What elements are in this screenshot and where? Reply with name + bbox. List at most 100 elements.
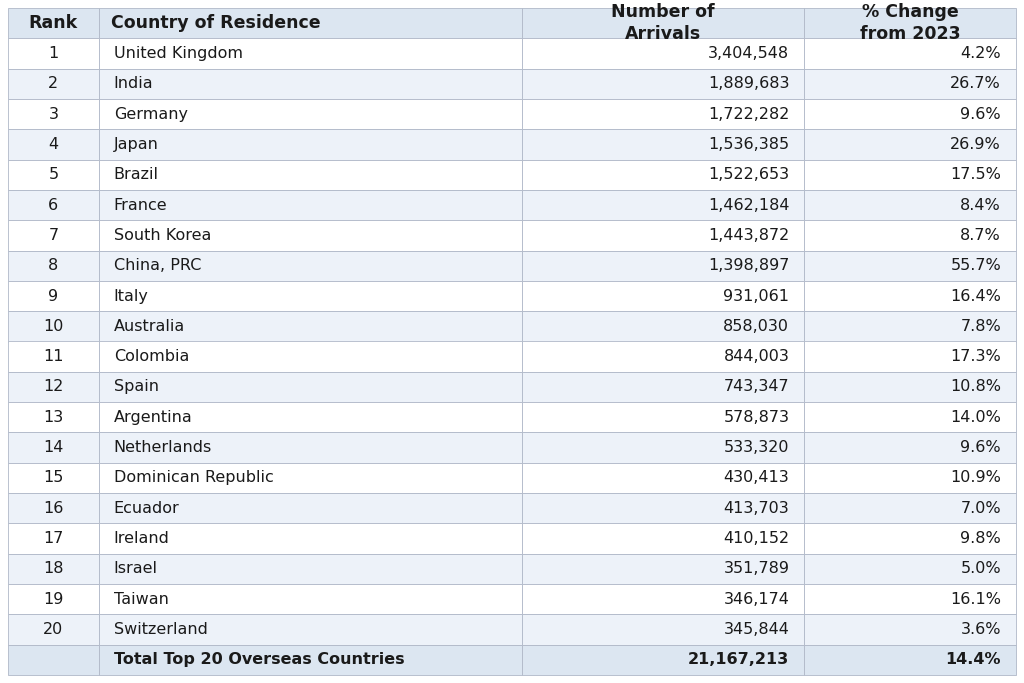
Bar [98,523,522,554]
Text: 1,522,653: 1,522,653 [709,167,790,182]
Bar [98,584,522,615]
Bar [8,554,98,584]
Text: 1,443,872: 1,443,872 [708,228,790,243]
Bar [8,8,98,38]
Text: 5.0%: 5.0% [961,561,1001,576]
Text: 13: 13 [43,410,63,425]
Bar [522,645,804,675]
Bar [8,523,98,554]
Text: 21,167,213: 21,167,213 [688,652,790,667]
Text: 533,320: 533,320 [724,440,790,455]
Text: 19: 19 [43,591,63,607]
Bar [522,99,804,129]
Bar [804,99,1016,129]
Text: 430,413: 430,413 [724,471,790,486]
Text: 7.0%: 7.0% [961,501,1001,516]
Bar [522,160,804,190]
Bar [804,342,1016,372]
Bar [804,493,1016,523]
Bar [804,129,1016,160]
Bar [522,8,804,38]
Text: 16.1%: 16.1% [950,591,1001,607]
Bar [804,615,1016,645]
Bar [98,493,522,523]
Text: 410,152: 410,152 [723,531,790,546]
Bar [522,281,804,311]
Bar [522,342,804,372]
Bar [522,311,804,342]
Text: 8.4%: 8.4% [961,197,1001,212]
Text: Taiwan: Taiwan [114,591,169,607]
Bar [522,493,804,523]
Bar [522,38,804,68]
Bar [522,129,804,160]
Text: 55.7%: 55.7% [950,258,1001,273]
Text: 20: 20 [43,622,63,637]
Text: 17.3%: 17.3% [950,349,1001,364]
Text: 8: 8 [48,258,58,273]
Text: 3.6%: 3.6% [961,622,1001,637]
Text: Spain: Spain [114,380,159,395]
Text: 4.2%: 4.2% [961,46,1001,61]
Text: Number of
Arrivals: Number of Arrivals [611,3,715,43]
Text: 858,030: 858,030 [723,319,790,334]
Text: 17.5%: 17.5% [950,167,1001,182]
Text: 14.0%: 14.0% [950,410,1001,425]
Text: Israel: Israel [114,561,158,576]
Bar [98,129,522,160]
Bar [8,402,98,432]
Text: Dominican Republic: Dominican Republic [114,471,273,486]
Bar [8,493,98,523]
Bar [8,372,98,402]
Text: 1,462,184: 1,462,184 [708,197,790,212]
Bar [8,432,98,463]
Text: 7: 7 [48,228,58,243]
Text: 8.7%: 8.7% [961,228,1001,243]
Text: India: India [114,76,154,92]
Bar [98,99,522,129]
Bar [804,68,1016,99]
Bar [8,220,98,251]
Text: 11: 11 [43,349,63,364]
Text: Argentina: Argentina [114,410,193,425]
Text: 16.4%: 16.4% [950,288,1001,303]
Text: Colombia: Colombia [114,349,189,364]
Text: 10: 10 [43,319,63,334]
Bar [804,38,1016,68]
Bar [8,251,98,281]
Text: 3: 3 [48,107,58,122]
Bar [98,311,522,342]
Bar [8,190,98,220]
Bar [804,463,1016,493]
Bar [8,311,98,342]
Text: 351,789: 351,789 [723,561,790,576]
Text: 345,844: 345,844 [723,622,790,637]
Bar [804,402,1016,432]
Text: Italy: Italy [114,288,148,303]
Bar [8,38,98,68]
Bar [98,554,522,584]
Text: 413,703: 413,703 [724,501,790,516]
Bar [522,220,804,251]
Text: 26.9%: 26.9% [950,137,1001,152]
Bar [98,645,522,675]
Bar [98,342,522,372]
Text: Brazil: Brazil [114,167,159,182]
Bar [8,281,98,311]
Text: 743,347: 743,347 [724,380,790,395]
Text: 1,536,385: 1,536,385 [709,137,790,152]
Bar [804,8,1016,38]
Text: 6: 6 [48,197,58,212]
Text: 17: 17 [43,531,63,546]
Bar [804,251,1016,281]
Bar [8,68,98,99]
Bar [522,251,804,281]
Text: 14: 14 [43,440,63,455]
Bar [8,99,98,129]
Bar [8,342,98,372]
Bar [98,615,522,645]
Bar [98,251,522,281]
Bar [98,190,522,220]
Bar [804,190,1016,220]
Bar [804,372,1016,402]
